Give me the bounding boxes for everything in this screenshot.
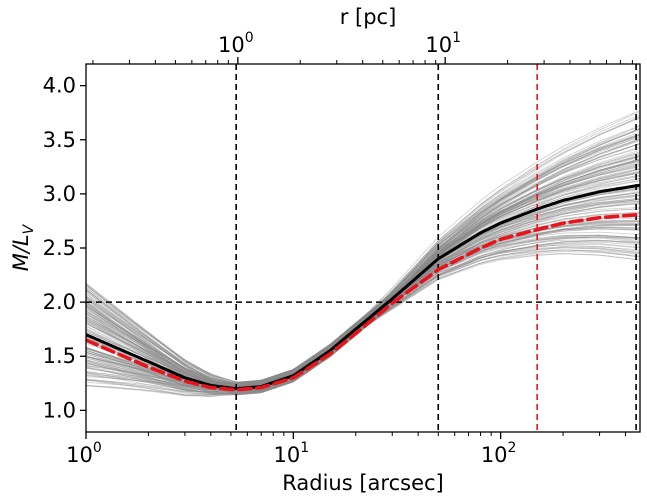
x-tick-exponent: 2 [508,440,517,456]
ensemble-curve [86,227,640,388]
y-tick-label: 4.0 [43,74,76,98]
ensemble-curve [86,174,640,395]
y-tick-label: 1.5 [43,344,76,368]
top-axis-label: r [pc] [340,5,397,29]
ensemble-curve [86,202,640,395]
ensemble-curve [86,194,640,384]
ensemble-curve [86,147,640,385]
ensemble-curve [86,246,640,394]
ensemble-curve [86,194,640,395]
ensemble-curve [86,160,640,387]
reference-lines [86,64,640,432]
ensemble-curve [86,253,640,394]
top-tick-exponent: 0 [245,30,254,46]
ensemble-curve [86,172,640,387]
ensemble-curve [86,225,640,395]
ensemble-curve [86,133,640,386]
ensemble-curve [86,178,640,387]
ensemble-curve [86,247,640,387]
ensemble-curve [86,223,640,395]
ensemble-curve [86,236,640,394]
ensemble-curve [86,156,640,384]
y-tick-label: 3.0 [43,182,76,206]
ensemble-curve [86,234,640,387]
ensemble-curve [86,125,640,388]
ensemble-curve [86,207,640,384]
ensemble-curve [86,128,640,395]
ensemble-curve [86,138,640,395]
ensemble-curve [86,155,640,387]
ensemble-curve [86,235,640,388]
ensemble-curve [86,136,640,385]
ensemble-curve [86,134,640,383]
top-tick-exponent: 1 [452,30,461,46]
ensemble-curve [86,154,640,395]
ensemble-curve [86,239,640,395]
ensemble-curve [86,236,640,397]
ensemble-curve [86,125,640,397]
ensemble-curve [86,239,640,387]
ensemble-curve [86,109,640,383]
y-tick-label: 3.5 [43,128,76,152]
y-tick-label: 1.0 [43,398,76,422]
y-axis-label: M/LV [9,223,37,271]
ensemble-curve [86,208,640,390]
ensemble-curve [86,174,640,385]
ensemble-curve [86,171,640,387]
ensemble-curve [86,234,640,388]
x-axis-label: Radius [arcsec] [282,471,443,495]
median-line [86,183,640,391]
ensemble-curve [86,172,640,386]
ensemble-curve [86,170,640,388]
ensemble-curve [86,228,640,385]
ensemble-curve [86,155,640,387]
ensemble-curve [86,231,640,385]
ensemble-curve [86,160,640,394]
ensemble-curve [86,251,640,394]
ensemble-curve [86,240,640,395]
x-tick-exponent: 0 [93,440,102,456]
ensemble-curve [86,180,640,384]
ensemble-curve [86,140,640,396]
ensemble-curve [86,218,640,389]
ensemble-curve [86,237,640,384]
ensemble-curve [86,138,640,394]
ensemble-curve [86,197,640,388]
ensemble-curve [86,249,640,395]
ensemble-curve [86,117,640,386]
ensemble-curve [86,244,640,388]
y-tick-label: 2.0 [43,290,76,314]
ensemble-curve [86,195,640,385]
ensemble-curve [86,201,640,395]
model-dashed-line [86,212,640,392]
series-lines [86,183,640,392]
ensemble-curve [86,177,640,385]
ensemble-curve [86,198,640,395]
ensemble-curve [86,176,640,384]
ensemble-curve [86,138,640,385]
ensemble-curve [86,165,640,383]
ensemble-curve [86,167,640,389]
axis-labels: Radius [arcsec] r [pc] M/LV [9,5,444,495]
ensemble-curve [86,200,640,383]
ensemble-curve [86,172,640,388]
x-tick-exponent: 1 [300,440,309,456]
y-axis-label-subscript: V [21,223,37,234]
y-axis-label-main: M/L [9,234,33,271]
y-tick-label: 2.5 [43,236,76,260]
